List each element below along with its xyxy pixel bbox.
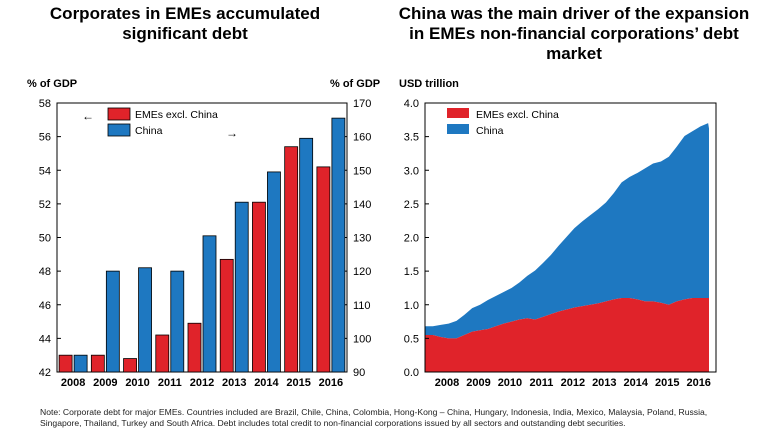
- charts-canvas: % of GDP % of GDP ← → EMEs excl. China Ch…: [27, 78, 717, 389]
- usd-x-tick-label: 2011: [529, 377, 553, 389]
- right-legend: EMEs excl. China China: [447, 108, 559, 137]
- usd-x-tick-label: 2013: [592, 377, 616, 389]
- bar-china: [138, 267, 152, 373]
- left-y-tick-label: 50: [39, 233, 51, 245]
- bar-china: [234, 201, 249, 373]
- bar-emes-excl-china: [219, 258, 234, 373]
- right-y-tick-label: 130: [353, 233, 371, 245]
- right-y-tick-label: 160: [353, 132, 371, 144]
- left-y-tick-label: 44: [39, 333, 51, 345]
- left-x-tick-label: 2012: [190, 377, 214, 389]
- bar-china: [267, 171, 281, 373]
- right-y-tick-label: 110: [353, 300, 371, 312]
- left-y-tick-label: 46: [39, 300, 51, 312]
- usd-axis-label: USD trillion: [399, 78, 459, 90]
- usd-x-tick-label: 2012: [561, 377, 585, 389]
- left-x-tick-label: 2010: [125, 377, 149, 389]
- right-y-tick-label: 140: [353, 199, 371, 211]
- left-y-tick-label: 48: [39, 266, 51, 278]
- left-y-tick-label: 42: [39, 367, 51, 379]
- right-y-tick-label: 170: [353, 98, 371, 110]
- left-x-tick-label: 2014: [254, 377, 279, 389]
- bar-china: [105, 270, 120, 373]
- bar-china: [170, 270, 185, 373]
- bar-china: [331, 117, 346, 373]
- legend-swatch-emes-excl-china: [107, 107, 131, 121]
- right-y-tick-label: 100: [353, 333, 371, 345]
- left-x-tick-label: 2016: [319, 377, 343, 389]
- left-x-tick-label: 2011: [158, 377, 182, 389]
- usd-x-tick-label: 2008: [435, 377, 459, 389]
- usd-x-tick-label: 2009: [466, 377, 490, 389]
- bar-emes-excl-china: [155, 334, 170, 373]
- left-y-tick-label: 52: [39, 199, 51, 211]
- usd-x-tick-label: 2014: [624, 377, 649, 389]
- left-x-tick-label: 2008: [61, 377, 85, 389]
- bar-china: [73, 354, 88, 373]
- bar-emes-excl-china: [252, 201, 266, 373]
- usd-y-tick-label: 0.0: [404, 367, 419, 379]
- right-axes: 0.0 0.5 1.0 1.5 2.0 2.5 3.0 3.5 4.0 2008 2009 2010 2…: [404, 98, 711, 389]
- area-emes-excl-china: [425, 298, 709, 372]
- bar-emes-excl-china: [123, 358, 137, 373]
- right-chart-title: China was the main driver of the expansi…: [378, 4, 770, 64]
- usd-x-tick-label: 2016: [686, 377, 710, 389]
- left-y-tick-label: 58: [39, 98, 51, 110]
- bar-emes-excl-china: [284, 146, 299, 373]
- bar-emes-excl-china: [316, 166, 331, 373]
- legend-swatch-china: [447, 124, 469, 134]
- usd-y-tick-label: 3.0: [404, 165, 419, 177]
- bar-emes-excl-china: [187, 322, 202, 373]
- usd-y-tick-label: 4.0: [404, 98, 419, 110]
- left-legend: EMEs excl. China China: [107, 107, 218, 137]
- legend-swatch-emes-excl-china: [447, 108, 469, 118]
- legend-label-emes-excl-china: EMEs excl. China: [135, 109, 218, 121]
- usd-y-tick-label: 1.0: [404, 300, 419, 312]
- left-chart-title-line1: Corporates in EMEs accumulated: [49, 4, 321, 23]
- usd-y-tick-label: 2.0: [404, 233, 419, 245]
- area-china: [425, 123, 709, 339]
- right-chart-title-line1: China was the main driver of the expansi…: [398, 4, 750, 23]
- chart-note: Note: Corporate debt for major EMEs. Cou…: [40, 407, 708, 428]
- usd-x-tick-label: 2010: [498, 377, 522, 389]
- legend-label-emes-excl-china: EMEs excl. China: [476, 109, 559, 121]
- usd-x-tick-label: 2015: [655, 377, 679, 389]
- arrow-left-axis-indicator: ←: [82, 109, 94, 123]
- left-x-tick-label: 2013: [222, 377, 246, 389]
- left-y-tick-label: 54: [39, 165, 51, 177]
- right-chart-title-line2: in EMEs non-financial corporations’ debt: [409, 24, 739, 43]
- bar-emes-excl-china: [58, 354, 73, 373]
- bar-china: [299, 137, 314, 373]
- left-chart-title: Corporates in EMEs accumulated significa…: [20, 4, 350, 44]
- usd-y-tick-label: 1.5: [404, 266, 419, 278]
- usd-y-tick-label: 3.5: [404, 132, 419, 144]
- legend-swatch-china: [107, 123, 131, 137]
- legend-label-china: China: [476, 125, 504, 137]
- usd-y-tick-label: 0.5: [404, 333, 419, 345]
- left-chart-title-line2: significant debt: [122, 24, 248, 43]
- right-y-tick-label: 120: [353, 266, 371, 278]
- left-x-tick-label: 2009: [93, 377, 117, 389]
- right-y-tick-label: 150: [353, 165, 371, 177]
- right-y-axis-label: % of GDP: [330, 78, 380, 90]
- left-x-tick-label: 2015: [286, 377, 310, 389]
- left-y-axis-label: % of GDP: [27, 78, 77, 90]
- left-axes: 42 44 46 48 50 52 54 56 58 90 100 110 120 130 140 150 16…: [39, 98, 372, 389]
- arrow-right-axis-indicator: →: [226, 126, 238, 140]
- bar-emes-excl-china: [90, 354, 105, 373]
- left-y-tick-label: 56: [39, 132, 51, 144]
- right-areas: [425, 123, 709, 372]
- left-bars: [58, 117, 346, 373]
- right-chart-title-line3: market: [546, 44, 602, 63]
- right-y-tick-label: 90: [353, 367, 365, 379]
- legend-label-china: China: [135, 125, 163, 137]
- usd-y-tick-label: 2.5: [404, 199, 419, 211]
- bar-china: [202, 235, 217, 373]
